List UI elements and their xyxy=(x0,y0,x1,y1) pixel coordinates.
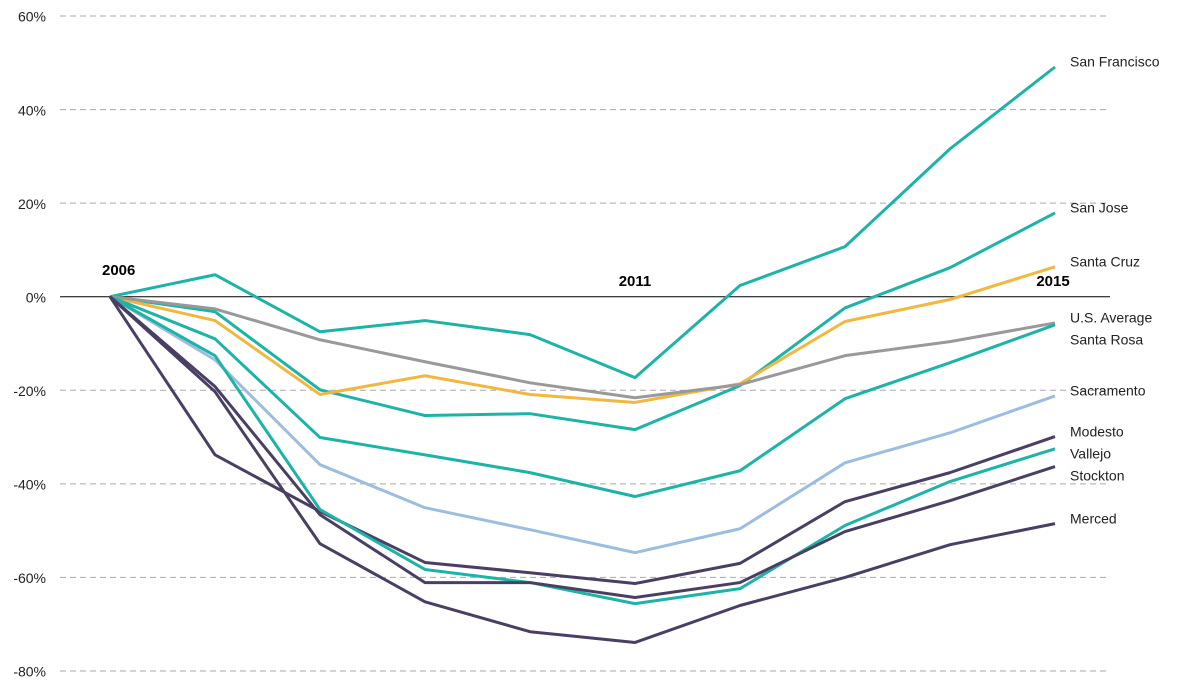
legend-label: Stockton xyxy=(1070,467,1124,483)
line xyxy=(109,295,1056,498)
y-tick-label: -80% xyxy=(13,664,46,680)
y-tick-label: 40% xyxy=(18,102,46,118)
line xyxy=(108,295,1056,644)
legend-label: Merced xyxy=(1070,510,1117,526)
legend-label: Vallejo xyxy=(1070,445,1111,461)
line xyxy=(109,265,1056,404)
legend-label: San Francisco xyxy=(1070,54,1160,70)
legend-label: Santa Rosa xyxy=(1070,332,1143,348)
y-tick-label: -60% xyxy=(13,570,46,586)
y-tick-label: -40% xyxy=(13,477,46,493)
legend-label: Modesto xyxy=(1070,423,1124,439)
y-tick-label: 60% xyxy=(18,9,46,25)
x-tick-label: 2011 xyxy=(619,273,652,290)
line xyxy=(109,295,1056,606)
y-tick-label: 20% xyxy=(18,196,46,212)
legend-label: San Jose xyxy=(1070,200,1129,216)
line xyxy=(109,65,1056,380)
line xyxy=(108,295,1056,586)
line xyxy=(109,295,1056,600)
y-tick-label: 0% xyxy=(26,289,46,305)
legend-label: U.S. Average xyxy=(1070,310,1152,326)
x-tick-label: 2006 xyxy=(102,262,135,279)
x-tick-label: 2015 xyxy=(1036,273,1069,290)
line xyxy=(109,295,1056,400)
y-tick-label: -20% xyxy=(13,383,46,399)
legend-label: Santa Cruz xyxy=(1070,253,1140,269)
line xyxy=(109,211,1056,432)
line xyxy=(109,295,1056,555)
legend-label: Sacramento xyxy=(1070,383,1146,399)
